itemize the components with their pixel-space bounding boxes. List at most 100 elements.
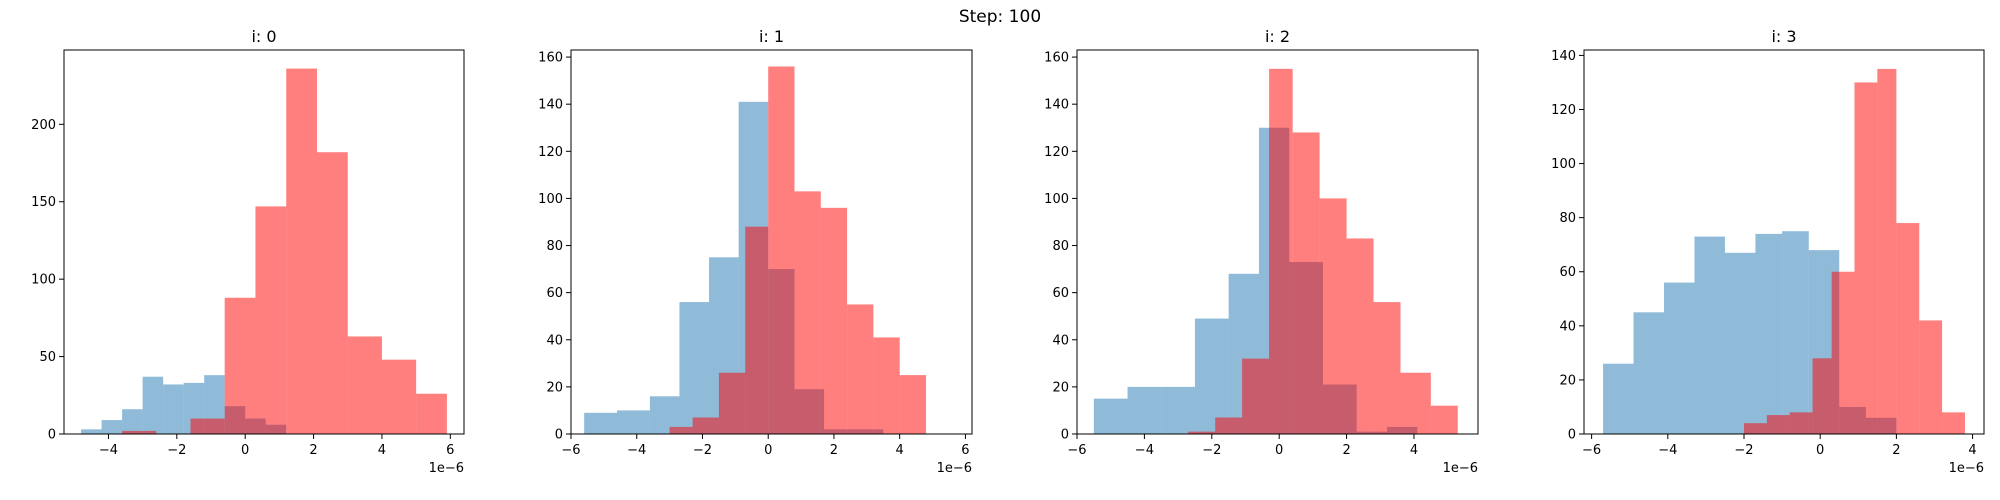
hist-bar-series0-0: [1603, 363, 1634, 434]
y-tick-label: 0: [48, 428, 56, 443]
subplot-title: i: 3: [1771, 27, 1796, 46]
y-tick-label: 60: [1052, 286, 1069, 301]
y-tick-label: 20: [1052, 380, 1069, 395]
y-tick-label: 80: [546, 239, 563, 254]
x-tick-label: −2: [1202, 443, 1221, 458]
y-tick-label: 40: [1559, 319, 1576, 334]
x-tick-label: 4: [1410, 443, 1418, 458]
y-tick-label: 100: [31, 273, 56, 288]
hist-bar-series1-4: [1292, 132, 1320, 435]
hist-bar-series1-2: [1789, 412, 1813, 434]
x-offset-label: 1e−6: [937, 461, 972, 476]
x-tick-label: 0: [1816, 443, 1824, 458]
y-tick-label: 120: [538, 145, 563, 160]
hist-bar-series1-7: [1896, 223, 1920, 434]
y-tick-label: 150: [31, 195, 56, 210]
x-tick-label: −4: [99, 443, 118, 458]
y-tick-label: 140: [1044, 98, 1069, 113]
y-tick-label: 80: [1052, 239, 1069, 254]
y-tick-label: 60: [546, 286, 563, 301]
hist-bar-series1-3: [745, 226, 769, 434]
y-tick-label: 160: [1044, 51, 1069, 66]
x-tick-label: 2: [830, 443, 838, 458]
hist-bar-series1-6: [1877, 68, 1897, 435]
hist-bar-series1-8: [381, 359, 417, 434]
x-tick-label: −2: [693, 443, 712, 458]
hist-bar-series1-0: [1188, 431, 1216, 434]
hist-bar-series0-3: [1194, 318, 1229, 434]
hist-bar-series1-6: [1346, 238, 1374, 434]
hist-bar-series1-0: [122, 430, 157, 434]
hist-bar-series1-1: [692, 417, 719, 434]
hist-bar-series0-2: [1664, 282, 1695, 434]
hist-bar-series0-0: [81, 429, 102, 434]
y-tick-label: 60: [1559, 265, 1576, 280]
hist-bar-series1-5: [794, 191, 821, 434]
y-tick-label: 40: [546, 333, 563, 348]
subplot-title: i: 2: [1265, 27, 1290, 46]
hist-bar-series1-4: [1831, 271, 1855, 434]
hist-bar-series1-4: [768, 66, 795, 435]
axes-frame: [570, 49, 973, 435]
y-tick-label: 160: [538, 51, 563, 66]
hist-bar-series1-9: [899, 375, 926, 434]
y-tick-label: 140: [1551, 49, 1576, 64]
subplot-title: i: 0: [251, 27, 276, 46]
hist-bar-series0-1: [101, 420, 123, 434]
y-tick-label: 100: [1551, 157, 1576, 172]
x-tick-label: 6: [961, 443, 969, 458]
x-tick-label: −4: [1658, 443, 1677, 458]
hist-bar-series0-2: [1161, 386, 1195, 434]
y-tick-label: 100: [538, 192, 563, 207]
hist-bar-series1-5: [286, 68, 317, 435]
hist-bar-series1-5: [1319, 198, 1347, 434]
x-offset-label: 1e−6: [1443, 461, 1478, 476]
hist-bar-series0-1: [617, 410, 650, 434]
x-tick-label: 2: [1342, 443, 1350, 458]
x-tick-label: −2: [1734, 443, 1753, 458]
x-tick-label: −6: [1582, 443, 1601, 458]
x-tick-label: 0: [1275, 443, 1283, 458]
hist-bar-series0-5: [1755, 233, 1783, 434]
y-tick-label: 0: [1061, 428, 1069, 443]
hist-bar-series1-3: [224, 297, 256, 434]
hist-bar-series1-9: [416, 393, 447, 434]
hist-bar-series0-6: [1782, 231, 1809, 434]
hist-bar-series1-1: [1215, 417, 1243, 434]
x-tick-label: −4: [627, 443, 646, 458]
hist-bar-series1-6: [820, 207, 848, 434]
x-tick-label: 2: [309, 443, 317, 458]
hist-bar-series1-2: [718, 372, 746, 434]
figure-suptitle: Step: 100: [958, 7, 1042, 27]
y-tick-label: 40: [1052, 333, 1069, 348]
x-tick-label: 4: [1968, 443, 1976, 458]
subplot-0: −4 −2 0 2 4 6 0 50 100 150 200 i: 0 1e−6: [31, 27, 465, 476]
x-offset-label: 1e−6: [429, 461, 464, 476]
y-tick-label: 120: [1044, 145, 1069, 160]
hist-bar-series1-3: [1812, 358, 1832, 434]
hist-bar-series1-0: [1744, 423, 1767, 434]
x-offset-label: 1e−6: [1949, 461, 1984, 476]
y-tick-label: 100: [1044, 192, 1069, 207]
hist-bar-series0-0: [1093, 398, 1128, 434]
y-tick-label: 50: [39, 350, 56, 365]
hist-bar-series1-6: [316, 152, 348, 434]
y-tick-label: 0: [555, 428, 563, 443]
subplot-title: i: 1: [759, 27, 784, 46]
y-tick-label: 20: [546, 380, 563, 395]
x-tick-label: 6: [446, 443, 454, 458]
x-tick-label: −6: [1067, 443, 1086, 458]
hist-bar-series1-7: [847, 304, 874, 434]
hist-bar-series0-1: [1633, 312, 1664, 434]
hist-bar-series1-7: [347, 336, 382, 434]
hist-bar-series0-1: [1127, 386, 1162, 434]
hist-bar-series0-2: [122, 409, 143, 434]
hist-bar-series1-8: [1919, 320, 1943, 434]
y-tick-label: 20: [1559, 373, 1576, 388]
hist-bar-series0-3: [679, 302, 710, 434]
x-tick-label: 0: [241, 443, 249, 458]
hist-bar-series0-4: [163, 384, 184, 434]
hist-bar-series1-9: [1942, 412, 1965, 434]
hist-bar-series1-8: [873, 337, 900, 434]
